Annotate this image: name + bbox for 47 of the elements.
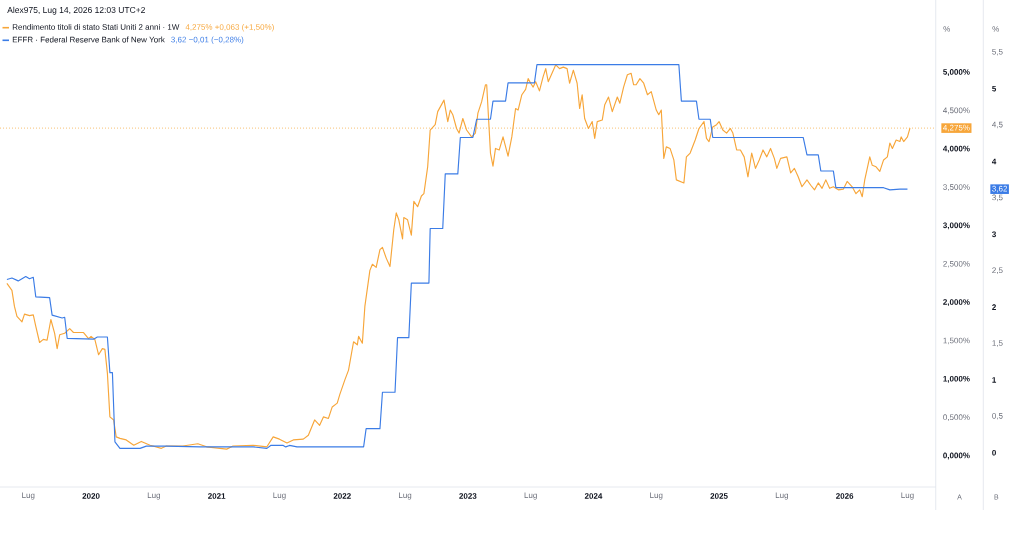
- y-tick-label: 3,500%: [943, 184, 970, 191]
- y2-tick-label: 4: [991, 158, 997, 165]
- y-tick-label: 1,000%: [943, 375, 970, 383]
- y-tick-label: 2,500%: [943, 260, 970, 268]
- legend-label: Rendimento titoli di stato Stati Uniti 2 anni · 1W: [12, 23, 180, 30]
- x-tick-label: Lug: [399, 492, 412, 500]
- y-tick-label: 0,500%: [943, 414, 970, 421]
- y-tick-label: 1,500%: [943, 337, 970, 345]
- legend-label: EFFR · Federal Reserve Bank of New York: [12, 36, 165, 43]
- x-tick-label: 2025: [710, 493, 728, 499]
- y2-tick-label: 0,5: [992, 413, 1003, 420]
- y-tick-label: 3,000%: [943, 222, 970, 230]
- x-tick-label: 2024: [584, 493, 603, 499]
- y2-tick-label: 3,5: [992, 194, 1003, 202]
- x-tick-label: Lug: [775, 492, 789, 500]
- x-tick-label: 2021: [208, 493, 226, 499]
- x-tick-label: Lug: [147, 492, 161, 500]
- y2-tick-label: 3,62: [992, 185, 1008, 193]
- y2-tick-label: 0: [992, 449, 996, 456]
- annotation: 4,275% +0,063 (+1,50%): [185, 23, 274, 32]
- y2-tick-label: 2,5: [992, 267, 1003, 274]
- annotation: Alex975, Lug 14, 2026 12:03 UTC+2: [7, 6, 145, 15]
- y2-tick-label: 5: [992, 85, 997, 92]
- y2-tick-label: 1: [992, 377, 997, 383]
- y2-tick-label: 3: [992, 231, 996, 238]
- annotation: 3,62 −0,01 (−0,28%): [171, 36, 244, 45]
- x-tick-label: Lug: [524, 492, 537, 500]
- x-tick-label: 2022: [333, 493, 351, 499]
- y-tick-label: 4,275%: [943, 124, 970, 132]
- y2-tick-label: 2: [992, 304, 996, 310]
- y2-axis-title: %: [992, 26, 999, 32]
- y-tick-label: 4,000%: [942, 145, 970, 153]
- x-tick-label: Lug: [650, 492, 663, 500]
- x-tick-label: Lug: [901, 492, 914, 500]
- x-tick-label: Lug: [22, 492, 35, 500]
- y2-tick-label: 1,5: [992, 340, 1003, 347]
- y-tick-label: 5,000%: [943, 69, 970, 76]
- y-tick-label: 0,000%: [943, 452, 970, 460]
- x-tick-label: Lug: [273, 492, 286, 500]
- y-tick-label: 4,500%: [943, 107, 970, 115]
- y2-tick-label: 4,5: [992, 121, 1003, 129]
- x-tick-label: 2026: [836, 493, 854, 499]
- x-tick-label: 2020: [82, 493, 100, 499]
- y-tick-label: 2,000%: [943, 299, 970, 307]
- x-tick-label: 2023: [459, 493, 477, 499]
- y2-tick-label: 5,5: [992, 49, 1003, 56]
- y-axis-title: %: [943, 26, 950, 32]
